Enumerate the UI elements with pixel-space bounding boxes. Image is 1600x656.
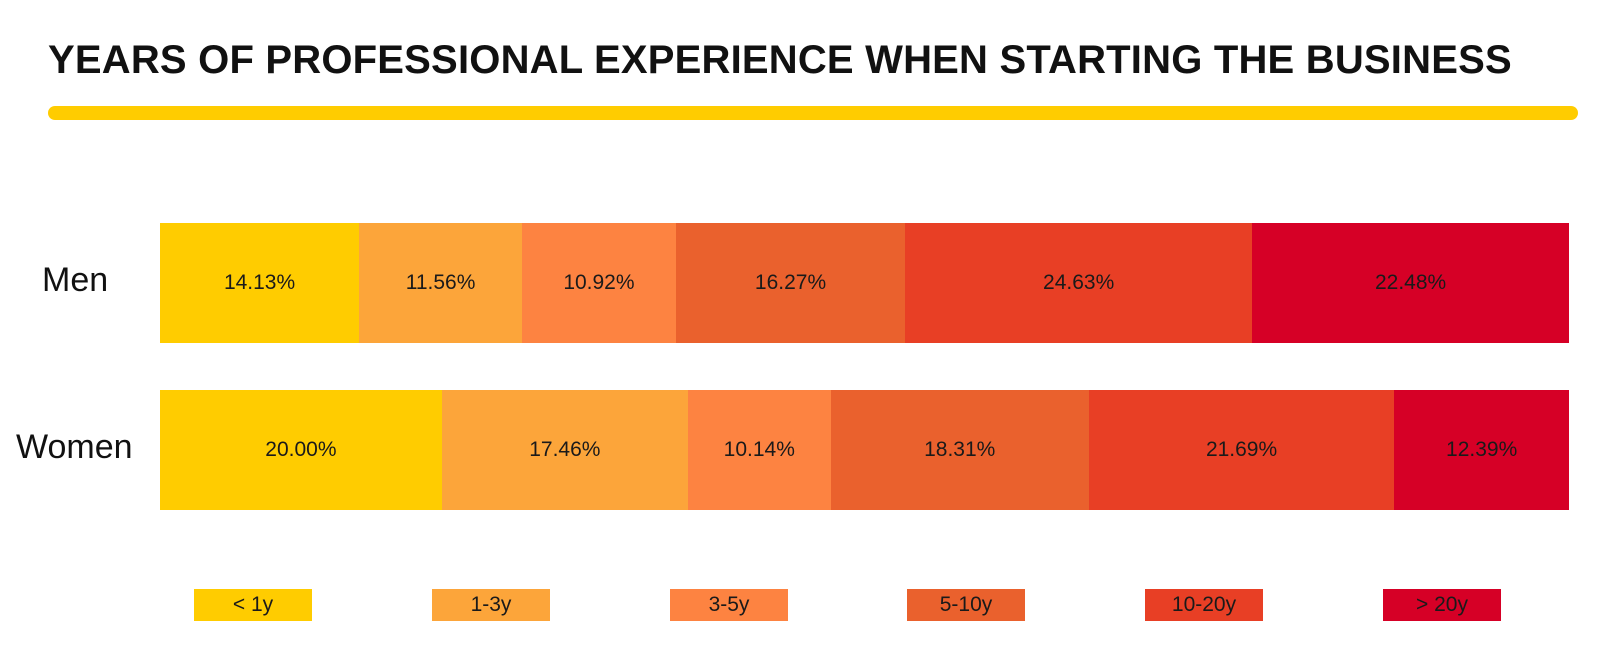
row-label-men: Men xyxy=(42,261,109,299)
legend-item: < 1y xyxy=(194,589,312,621)
bar-segment: 10.92% xyxy=(522,223,676,343)
row-label-women: Women xyxy=(16,428,133,466)
data-label: 24.63% xyxy=(1043,271,1115,294)
data-label: 10.92% xyxy=(563,271,635,294)
bar-segment: 24.63% xyxy=(905,223,1253,343)
bar-row-women: 20.00% 17.46% 10.14% 18.31% 21.69% 12.39% xyxy=(160,390,1569,510)
data-label: 21.69% xyxy=(1205,438,1278,461)
bar-segment: 14.13% xyxy=(160,223,360,343)
bar-segment: 20.00% xyxy=(160,390,442,510)
data-label: 20.00% xyxy=(265,438,337,461)
bar-row-men: 14.13% 11.56% 10.92% 16.27% 24.63% 22.48% xyxy=(160,223,1569,343)
data-label: 17.46% xyxy=(529,438,601,461)
data-label: 12.39% xyxy=(1446,438,1518,461)
data-label: 11.56% xyxy=(405,271,476,294)
data-label: 16.27% xyxy=(754,271,827,294)
data-label: 14.13% xyxy=(223,271,296,294)
chart-title: YEARS OF PROFESSIONAL EXPERIENCE WHEN ST… xyxy=(48,38,1512,82)
data-label: 10.14% xyxy=(723,438,795,461)
legend-item: 3-5y xyxy=(670,589,788,621)
bar-segment: 17.46% xyxy=(441,390,688,510)
data-label: 22.48% xyxy=(1374,271,1447,294)
bar-segment: 10.14% xyxy=(687,390,831,510)
bar-segment: 21.69% xyxy=(1088,390,1395,510)
data-label: 18.31% xyxy=(924,438,996,461)
bar-segment: 11.56% xyxy=(359,223,522,343)
title-underline xyxy=(48,106,1578,120)
bar-segment: 16.27% xyxy=(675,223,906,343)
bar-segment: 22.48% xyxy=(1252,223,1569,343)
legend-item: 1-3y xyxy=(432,589,550,621)
legend-item: 10-20y xyxy=(1145,589,1263,621)
legend-item: > 20y xyxy=(1383,589,1501,621)
bar-segment: 12.39% xyxy=(1394,390,1569,510)
bar-segment: 18.31% xyxy=(830,390,1089,510)
legend-item: 5-10y xyxy=(907,589,1025,621)
